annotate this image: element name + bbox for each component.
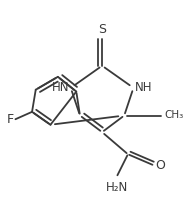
Text: HN: HN [52,81,70,94]
Text: NH: NH [134,81,152,94]
Text: CH₃: CH₃ [164,110,183,120]
Text: F: F [6,113,14,126]
Text: H₂N: H₂N [106,181,128,194]
Text: O: O [156,159,166,172]
Text: S: S [98,23,106,36]
